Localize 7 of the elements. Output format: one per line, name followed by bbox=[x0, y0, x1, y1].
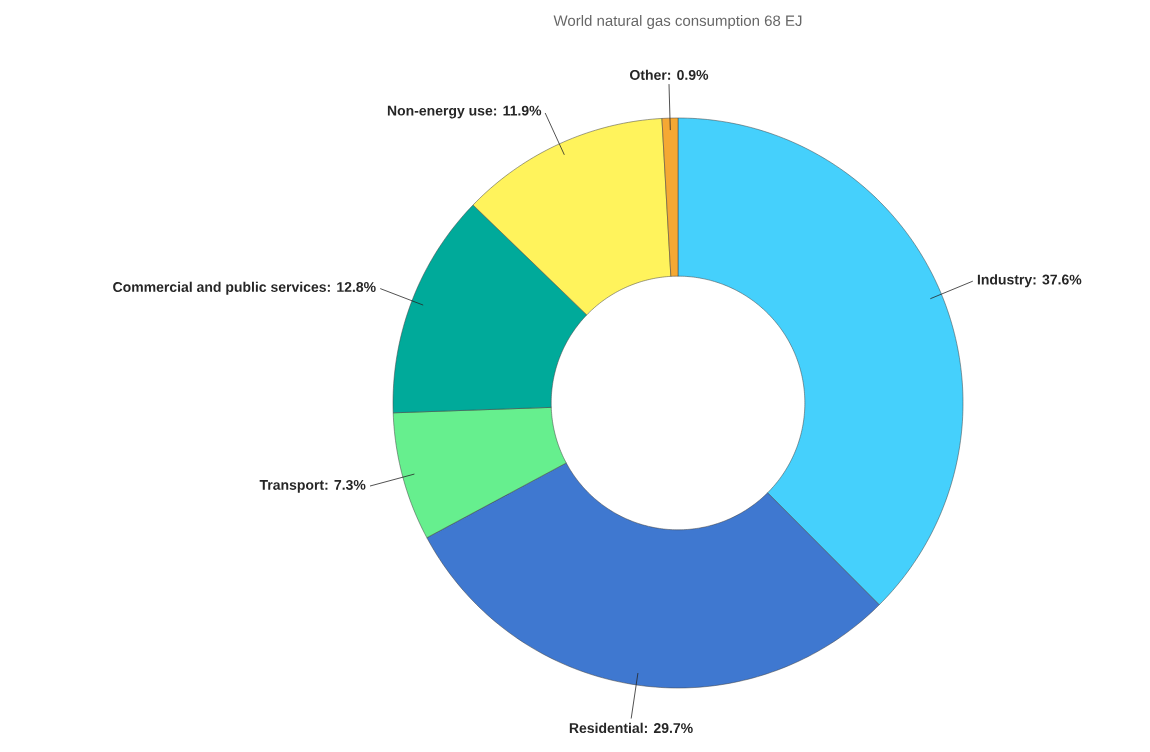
slice-label: Industry: 37.6% bbox=[977, 274, 1082, 288]
slice-label: Other: 0.9% bbox=[630, 69, 709, 80]
slice-label: Commercial and public services: 12.8% bbox=[113, 281, 376, 295]
slice-label: Non-energy use: 11.9% bbox=[387, 105, 542, 119]
slice-label: Residential: 29.7% bbox=[569, 722, 693, 734]
slice-label: Transport: 7.3% bbox=[259, 479, 366, 493]
chart-title: World natural gas consumption 68 EJ bbox=[553, 15, 802, 29]
